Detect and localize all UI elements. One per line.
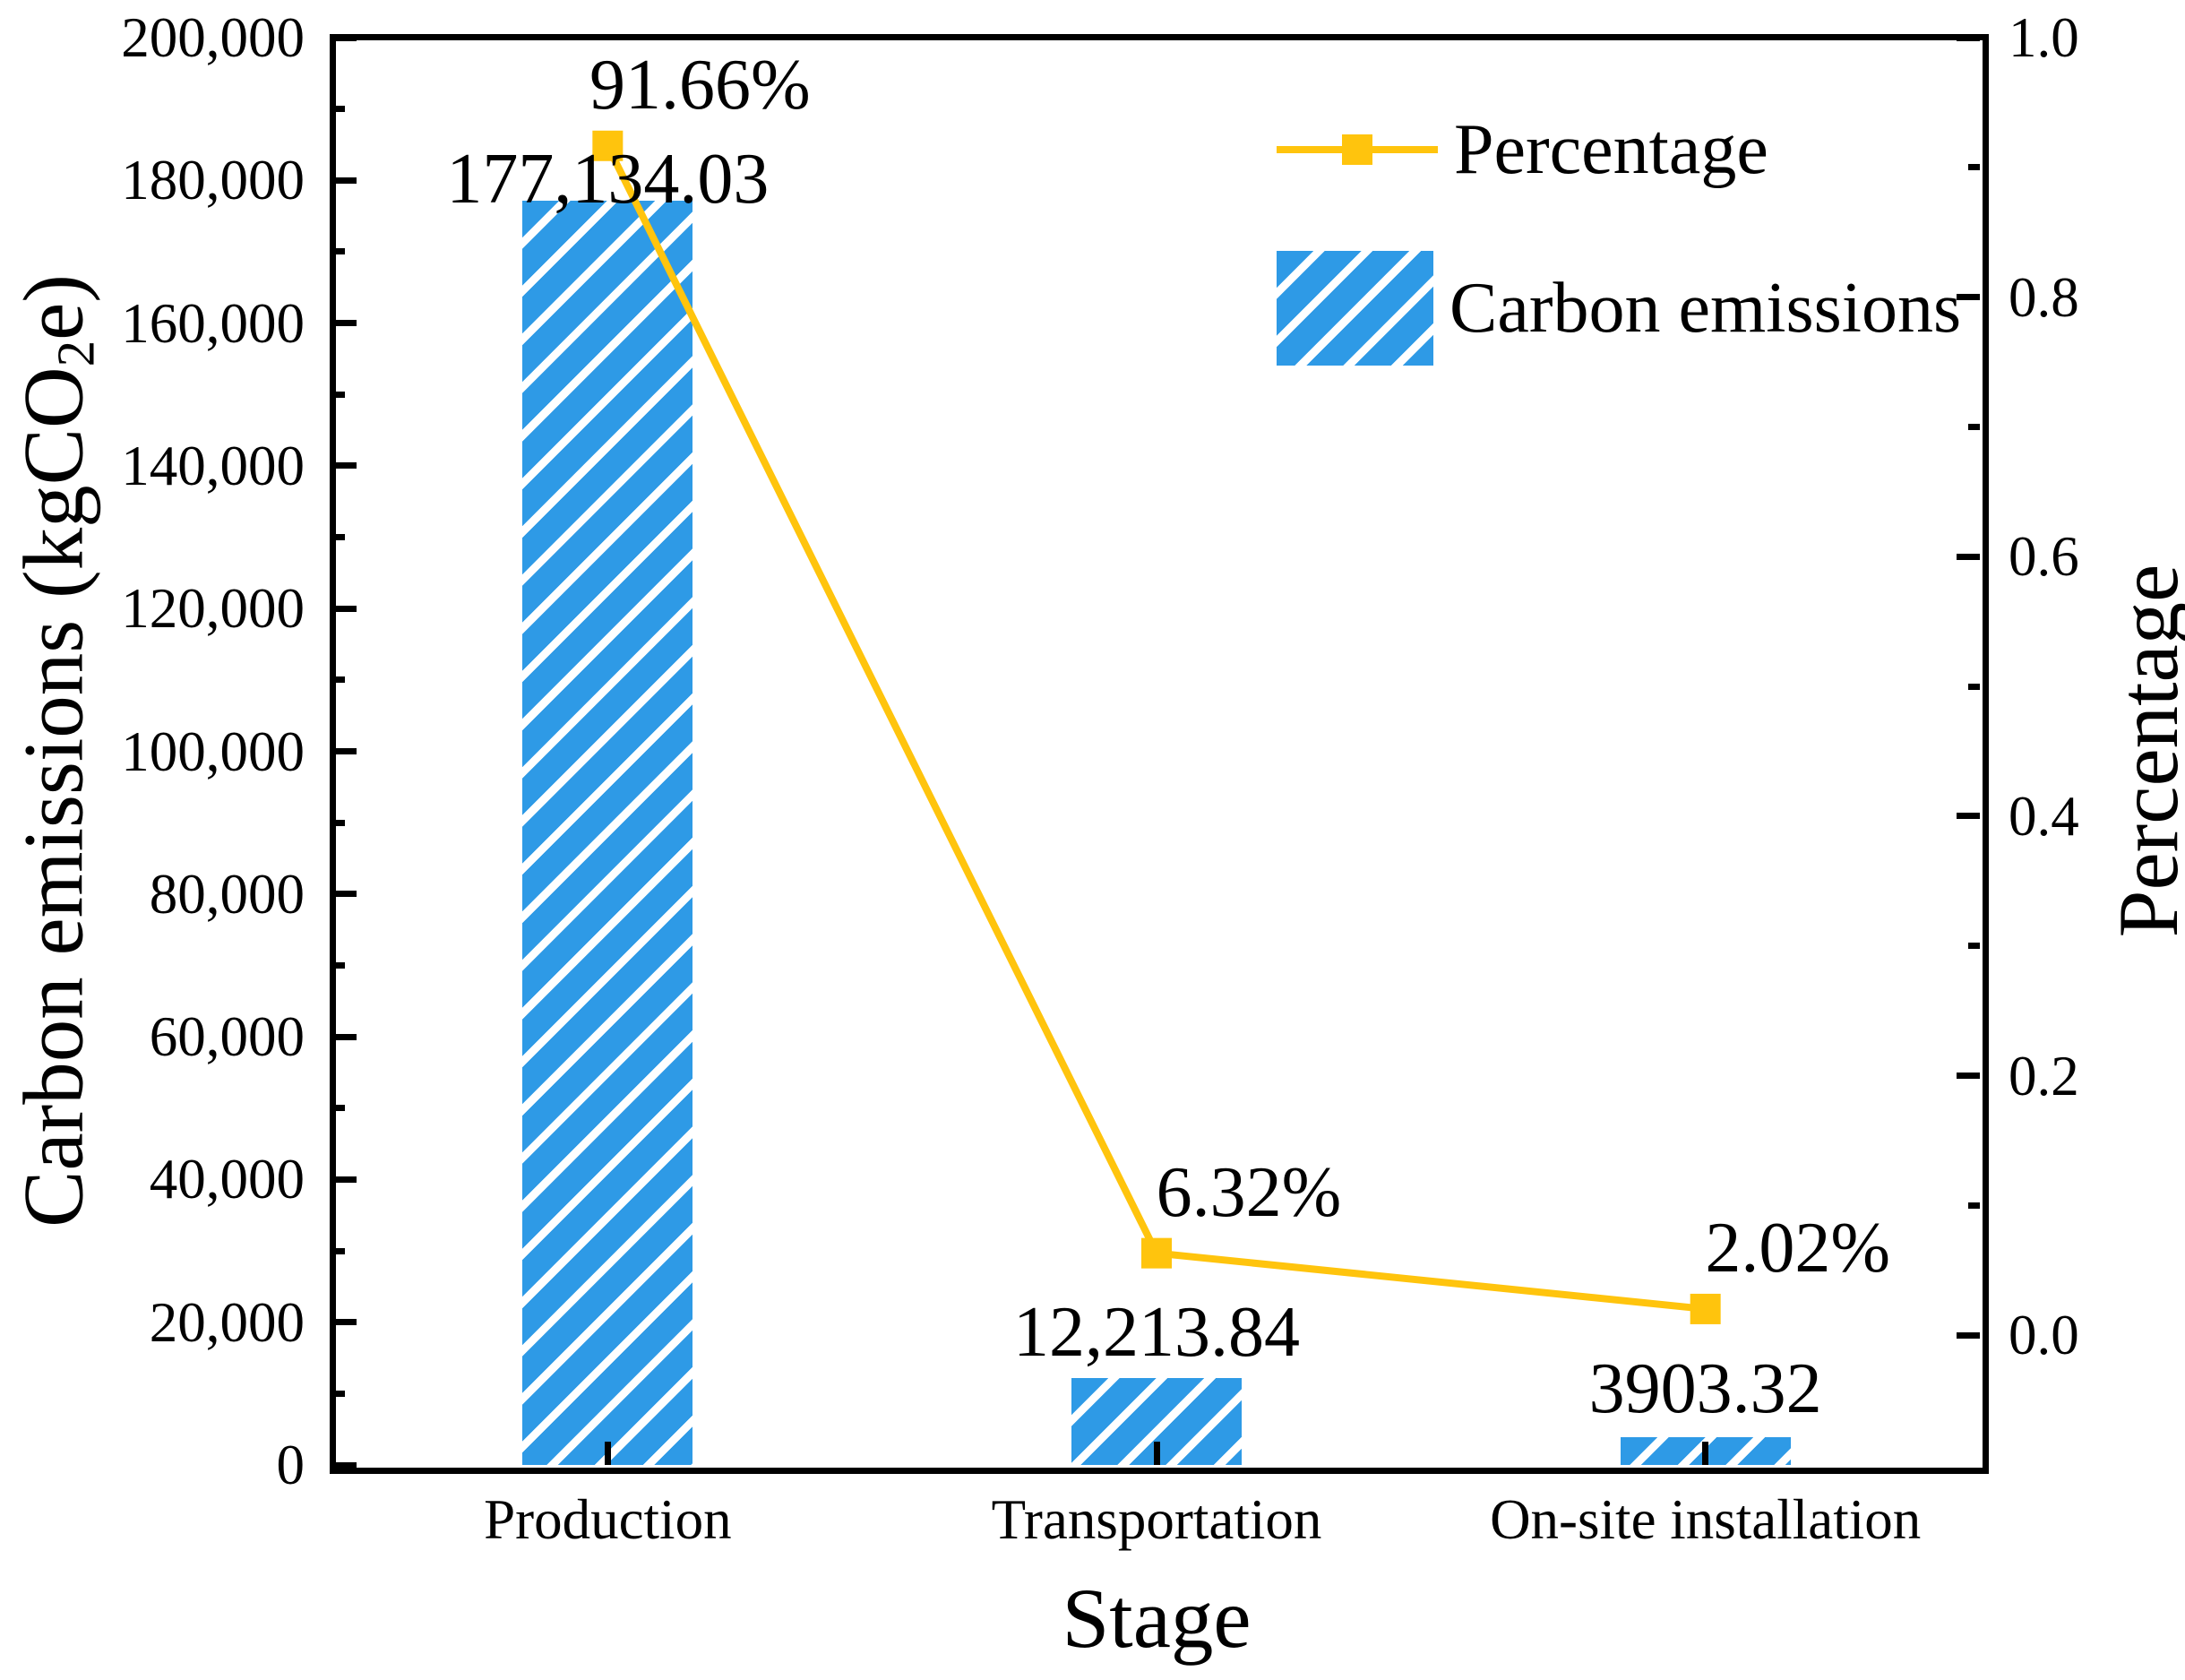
legend-label-carbon-emissions: Carbon emissions [1449,269,1962,348]
line-marker-on-site-installation [1690,1293,1721,1324]
legend-hatched-patch-icon [1277,251,1433,366]
legend-item-percentage: Percentage [1277,100,1961,199]
y-left-minor-tick [333,391,345,398]
bar-production [522,201,693,1465]
y-right-minor-tick [1968,683,1980,690]
x-axis-tick [604,1442,611,1465]
y-left-major-tick [333,462,357,470]
bar-value-label: 3903.32 [1588,1348,1822,1428]
legend-item-carbon-emissions: Carbon emissions [1277,251,1961,366]
y-left-tick-label: 0 [276,1434,305,1496]
y-axis-title-left-text: Carbon emissions (kgCO [5,366,101,1228]
x-axis-tick [1702,1442,1709,1465]
y-left-tick-label: 40,000 [149,1148,305,1211]
y-left-minor-tick [333,1247,345,1254]
y-axis-title-left: Carbon emissions (kgCO2e) [5,274,110,1228]
x-axis-title: Stage [1062,1571,1252,1666]
y-left-minor-tick [333,819,345,826]
x-axis-tick [1153,1442,1160,1465]
legend-label-percentage: Percentage [1454,110,1768,189]
y-left-minor-tick [333,1105,345,1112]
y-left-tick-label: 80,000 [149,862,305,926]
legend: Percentage Carbon emissions [1277,100,1961,366]
y-right-tick-label: 0.0 [2009,1304,2079,1367]
y-right-major-tick [1957,294,1980,301]
y-left-major-tick [333,34,357,41]
y-left-tick-label: 140,000 [121,434,305,497]
percentage-value-label: 2.02% [1705,1208,1890,1288]
y-left-major-tick [333,1176,357,1183]
y-left-tick-label: 160,000 [121,291,305,355]
y-left-minor-tick [333,1390,345,1397]
y-left-tick-label: 120,000 [121,577,305,641]
y-left-major-tick [333,891,357,898]
y-axis-title-right: Percentage [2101,564,2185,938]
y-right-major-tick [1957,1073,1980,1080]
x-tick-label-transportation: Transportation [991,1488,1322,1551]
y-right-tick-label: 0.8 [2009,265,2079,329]
y-right-tick-label: 0.4 [2009,784,2079,848]
percentage-value-label: 6.32% [1156,1152,1342,1232]
line-marker-transportation [1141,1237,1172,1269]
bar-value-label: 12,213.84 [1013,1292,1300,1372]
y-right-major-tick [1957,34,1980,41]
y-right-tick-label: 0.6 [2009,525,2079,589]
y-right-major-tick [1957,813,1980,820]
y-right-minor-tick [1968,423,1980,430]
y-left-tick-label: 180,000 [121,149,305,212]
y-right-minor-tick [1968,1202,1980,1209]
y-right-tick-label: 0.2 [2009,1044,2079,1107]
bar-value-label: 177,134.03 [446,140,770,220]
x-tick-label-on-site-installation: On-site installation [1490,1488,1922,1551]
legend-square-marker-icon [1342,134,1372,165]
y-left-major-tick [333,320,357,327]
y-left-major-tick [333,1319,357,1326]
y-left-major-tick [333,605,357,612]
y-right-tick-label: 1.0 [2009,6,2079,69]
bar-transportation [1071,1377,1242,1465]
y-left-major-tick [333,748,357,754]
y-right-major-tick [1957,553,1980,560]
y-left-tick-label: 20,000 [149,1290,305,1354]
y-left-major-tick [333,1033,357,1040]
percentage-value-label: 91.66% [589,45,811,125]
y-left-minor-tick [333,961,345,969]
y-right-minor-tick [1968,943,1980,950]
y-left-minor-tick [333,534,345,541]
legend-line-marker-icon [1277,100,1438,199]
percentage-line-layer [592,130,1721,1324]
y-left-tick-label: 60,000 [149,1005,305,1069]
y-left-minor-tick [333,676,345,684]
y-axis-title-left-suffix: e) [5,274,101,340]
y-left-major-tick [333,1461,357,1469]
y-right-major-tick [1957,1331,1980,1339]
y-left-tick-label: 100,000 [121,719,305,783]
y-axis-title-left-subscript: 2 [47,340,106,367]
line-marker-production [592,130,624,161]
y-left-major-tick [333,177,357,184]
y-right-minor-tick [1968,164,1980,171]
y-left-minor-tick [333,248,345,255]
y-left-minor-tick [333,106,345,113]
x-tick-label-production: Production [484,1488,732,1551]
y-left-tick-label: 200,000 [121,6,305,69]
